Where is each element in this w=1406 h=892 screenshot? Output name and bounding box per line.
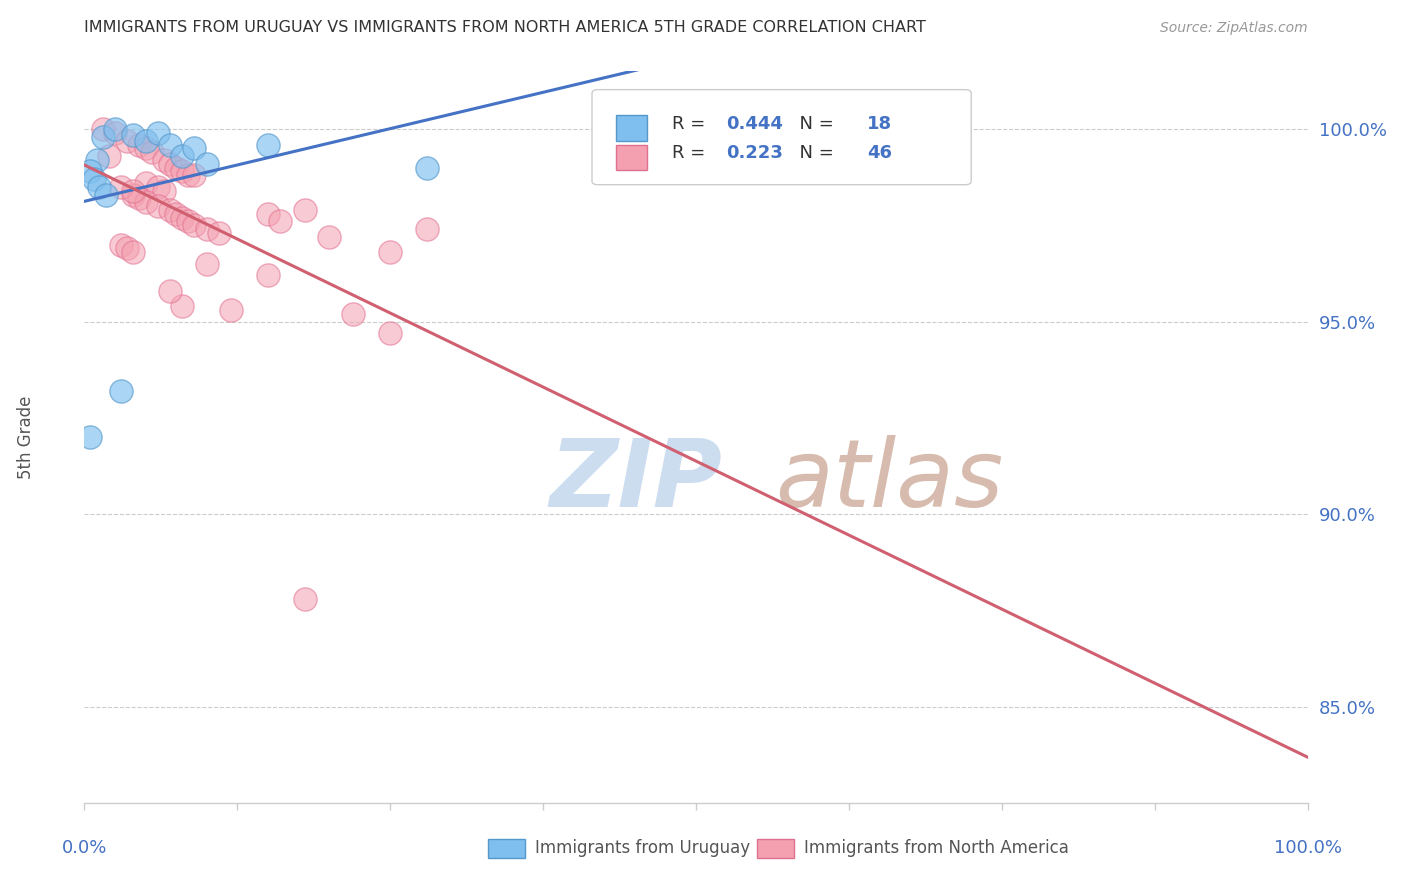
Point bbox=[294, 202, 316, 217]
Point bbox=[122, 184, 145, 198]
Point bbox=[380, 326, 402, 340]
Text: IMMIGRANTS FROM URUGUAY VS IMMIGRANTS FROM NORTH AMERICA 5TH GRADE CORRELATION C: IMMIGRANTS FROM URUGUAY VS IMMIGRANTS FR… bbox=[84, 20, 927, 35]
Point bbox=[183, 219, 205, 233]
Text: 46: 46 bbox=[868, 145, 893, 162]
Point bbox=[146, 179, 169, 194]
Text: 100.0%: 100.0% bbox=[1274, 839, 1341, 857]
Text: ZIP: ZIP bbox=[550, 435, 723, 527]
Point bbox=[135, 195, 157, 210]
Text: N =: N = bbox=[787, 145, 839, 162]
Point bbox=[177, 169, 200, 183]
FancyBboxPatch shape bbox=[616, 145, 647, 170]
Point bbox=[172, 164, 194, 178]
Text: 5th Grade: 5th Grade bbox=[17, 395, 35, 479]
Point bbox=[79, 164, 101, 178]
Point bbox=[79, 430, 101, 444]
Point bbox=[128, 191, 150, 205]
Point bbox=[153, 184, 176, 198]
Point bbox=[104, 126, 127, 140]
Point bbox=[146, 199, 169, 213]
Point bbox=[183, 169, 205, 183]
Point bbox=[115, 134, 138, 148]
Point bbox=[219, 303, 242, 318]
Text: R =: R = bbox=[672, 115, 710, 133]
Point bbox=[416, 222, 439, 236]
Point bbox=[380, 245, 402, 260]
Point bbox=[135, 134, 157, 148]
Point bbox=[159, 284, 181, 298]
Point bbox=[146, 126, 169, 140]
Point bbox=[97, 149, 120, 163]
Point bbox=[86, 153, 108, 167]
Point bbox=[110, 237, 132, 252]
Point bbox=[342, 307, 364, 321]
Point bbox=[257, 268, 280, 283]
Point bbox=[141, 145, 163, 160]
Point bbox=[104, 122, 127, 136]
Point bbox=[115, 242, 138, 256]
Point bbox=[122, 187, 145, 202]
Text: 0.223: 0.223 bbox=[727, 145, 783, 162]
Text: 0.0%: 0.0% bbox=[62, 839, 107, 857]
Point bbox=[122, 128, 145, 142]
Point bbox=[159, 202, 181, 217]
Point bbox=[195, 157, 218, 171]
Text: atlas: atlas bbox=[776, 435, 1004, 526]
Text: Source: ZipAtlas.com: Source: ZipAtlas.com bbox=[1160, 21, 1308, 35]
Point bbox=[153, 153, 176, 167]
FancyBboxPatch shape bbox=[616, 115, 647, 141]
Text: Immigrants from Uruguay: Immigrants from Uruguay bbox=[534, 839, 749, 857]
Point bbox=[87, 179, 110, 194]
FancyBboxPatch shape bbox=[592, 90, 972, 185]
Point bbox=[110, 179, 132, 194]
Point bbox=[165, 161, 187, 175]
Text: 0.444: 0.444 bbox=[727, 115, 783, 133]
Point bbox=[110, 384, 132, 398]
Point bbox=[128, 137, 150, 152]
Point bbox=[183, 141, 205, 155]
Point bbox=[318, 230, 340, 244]
Point bbox=[172, 149, 194, 163]
Point bbox=[83, 172, 105, 186]
Point bbox=[135, 176, 157, 190]
Point bbox=[208, 226, 231, 240]
Point bbox=[177, 214, 200, 228]
Point bbox=[257, 137, 280, 152]
Point bbox=[91, 129, 114, 144]
Point bbox=[172, 211, 194, 225]
Point bbox=[91, 122, 114, 136]
Point bbox=[257, 207, 280, 221]
Point bbox=[195, 222, 218, 236]
Point bbox=[269, 214, 291, 228]
Text: N =: N = bbox=[787, 115, 839, 133]
Point bbox=[122, 245, 145, 260]
Point bbox=[96, 187, 118, 202]
Text: Immigrants from North America: Immigrants from North America bbox=[804, 839, 1069, 857]
Point bbox=[159, 157, 181, 171]
Text: 18: 18 bbox=[868, 115, 893, 133]
Point bbox=[416, 161, 439, 175]
FancyBboxPatch shape bbox=[758, 839, 794, 858]
Point bbox=[165, 207, 187, 221]
Point bbox=[135, 141, 157, 155]
Point bbox=[294, 591, 316, 606]
Point bbox=[172, 299, 194, 313]
FancyBboxPatch shape bbox=[488, 839, 524, 858]
Text: R =: R = bbox=[672, 145, 710, 162]
Point bbox=[195, 257, 218, 271]
Point bbox=[159, 137, 181, 152]
